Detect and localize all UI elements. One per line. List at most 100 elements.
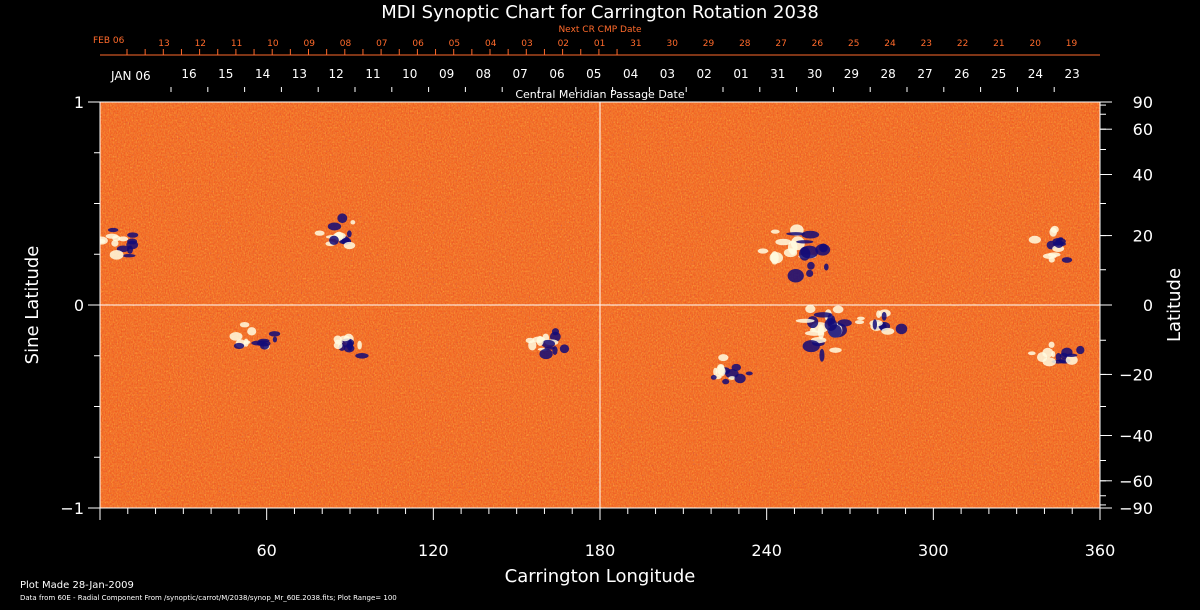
y-right-tick-label: 0 — [1143, 296, 1153, 315]
negative-flux-patch — [824, 263, 829, 271]
cmp-date-label: 15 — [218, 67, 233, 81]
positive-flux-patch — [105, 233, 119, 239]
positive-flux-patch — [829, 347, 842, 353]
next-cr-date-label: 01 — [594, 39, 605, 49]
negative-flux-patch — [787, 269, 804, 283]
positive-flux-patch — [1042, 253, 1057, 259]
x-axis-label: Carrington Longitude — [505, 566, 696, 587]
chart-title: MDI Synoptic Chart for Carrington Rotati… — [381, 2, 819, 23]
next-cr-date-label: 06 — [412, 39, 424, 49]
negative-flux-patch — [541, 339, 556, 348]
positive-flux-patch — [1048, 341, 1055, 348]
negative-flux-patch — [549, 331, 561, 342]
positive-flux-patch — [770, 229, 780, 234]
x-axis: 60 120 180 240 300 360 — [99, 508, 1116, 560]
cmp-date-label: 26 — [954, 67, 969, 81]
negative-flux-patch — [272, 336, 278, 343]
x-tick-label: 120 — [418, 541, 449, 560]
next-cr-date-label: 21 — [993, 39, 1004, 49]
next-cr-date-label: 03 — [521, 39, 532, 49]
y-right-tick-label: 20 — [1133, 227, 1153, 246]
positive-flux-patch — [111, 239, 119, 247]
negative-flux-patch — [346, 230, 352, 238]
positive-flux-patch — [775, 238, 792, 246]
next-cr-date-label: 24 — [884, 39, 896, 49]
negative-flux-patch — [337, 213, 348, 224]
positive-flux-patch — [343, 241, 356, 250]
negative-flux-patch — [824, 318, 837, 331]
active-regions — [100, 213, 1085, 385]
next-cr-date-label: 10 — [267, 39, 279, 49]
y-left-tick-label: 0 — [74, 296, 84, 315]
next-cr-date-label: 19 — [1066, 39, 1078, 49]
positive-flux-patch — [100, 236, 108, 245]
next-cr-date-label: 04 — [485, 39, 497, 49]
positive-flux-patch — [728, 376, 736, 380]
cmp-date-label: 14 — [255, 67, 270, 81]
negative-flux-patch — [1058, 237, 1064, 241]
cmp-date-label: 08 — [476, 67, 491, 81]
positive-flux-patch — [314, 230, 325, 236]
negative-flux-patch — [1059, 352, 1068, 359]
cmp-date-label: 01 — [733, 67, 748, 81]
next-cr-date-label: 22 — [957, 39, 968, 49]
cmp-date-label: 25 — [991, 67, 1006, 81]
positive-flux-patch — [1027, 351, 1036, 356]
next-cr-date-label: 02 — [558, 39, 569, 49]
negative-flux-patch — [539, 348, 553, 360]
y-right-tick-label: 90 — [1133, 93, 1153, 112]
positive-flux-patch — [339, 335, 350, 342]
next-cr-month-label: FEB 06 — [93, 36, 125, 46]
positive-flux-patch — [718, 354, 729, 362]
next-cr-ticks: 13 12 11 10 09 08 07 06 05 04 03 02 01 31 30 29 28 27 26 25… — [126, 39, 1078, 55]
cmp-date-label: 11 — [365, 67, 380, 81]
negative-flux-patch — [837, 319, 852, 327]
plot-made-note: Plot Made 28-Jan-2009 — [20, 580, 134, 591]
cmp-date-label: 06 — [549, 67, 564, 81]
positive-flux-patch — [109, 250, 124, 260]
next-cr-date-label: 09 — [303, 39, 315, 49]
cmp-date-label: 07 — [513, 67, 528, 81]
negative-flux-patch — [1065, 353, 1078, 358]
negative-flux-patch — [881, 311, 887, 321]
positive-flux-patch — [1028, 235, 1041, 244]
positive-flux-patch — [805, 304, 816, 314]
positive-flux-patch — [854, 320, 865, 325]
cmp-date-label: 02 — [697, 67, 712, 81]
negative-flux-patch — [731, 363, 742, 371]
next-cr-date-label: 08 — [340, 39, 352, 49]
cmp-date-label: 10 — [402, 67, 417, 81]
y-axis-right: 90 60 40 20 0 −20 −40 −60 −90 — [1100, 93, 1153, 518]
negative-flux-patch — [802, 340, 820, 353]
negative-flux-patch — [745, 371, 753, 376]
positive-flux-patch — [857, 316, 865, 321]
next-cr-date-label: 28 — [739, 39, 751, 49]
next-cr-date-label: 26 — [812, 39, 824, 49]
negative-flux-patch — [355, 353, 369, 359]
y-left-tick-label: −1 — [60, 499, 84, 518]
y-axis-label-left: Sine Latitude — [22, 246, 43, 365]
positive-flux-patch — [783, 248, 798, 258]
negative-flux-patch — [806, 269, 814, 278]
positive-flux-patch — [536, 335, 544, 346]
positive-flux-patch — [1065, 355, 1078, 365]
cmp-date-label: 03 — [660, 67, 675, 81]
x-tick-label: 240 — [751, 541, 782, 560]
next-cr-date-label: 27 — [775, 39, 786, 49]
positive-flux-patch — [832, 305, 844, 314]
positive-flux-patch — [881, 327, 895, 335]
positive-flux-patch — [1042, 347, 1054, 358]
cmp-date-label: 23 — [1065, 67, 1080, 81]
negative-flux-patch — [710, 375, 717, 380]
next-cr-date-label: 29 — [703, 39, 715, 49]
x-tick-label: 300 — [918, 541, 949, 560]
negative-flux-patch — [107, 227, 119, 233]
y-right-tick-label: 60 — [1133, 120, 1153, 139]
negative-flux-patch — [786, 232, 806, 236]
positive-flux-patch — [118, 236, 129, 242]
cmp-date-label: 12 — [329, 67, 344, 81]
x-tick-label: 360 — [1085, 541, 1116, 560]
data-source-note: Data from 60E - Radial Component From /s… — [20, 594, 397, 602]
positive-flux-patch — [757, 248, 769, 254]
negative-flux-patch — [796, 240, 814, 244]
